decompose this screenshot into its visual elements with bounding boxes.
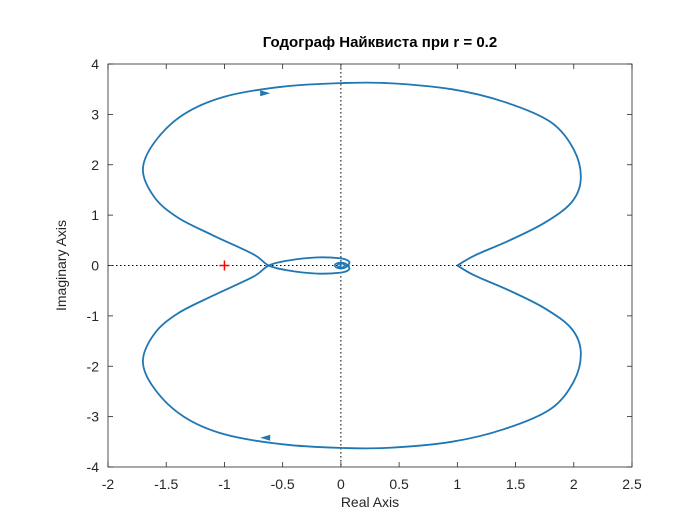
x-tick-label: 1 <box>453 476 461 492</box>
chart-title: Годограф Найквиста при r = 0.2 <box>263 34 497 51</box>
x-tick-label: -2 <box>102 476 115 492</box>
x-tick-label: -1 <box>218 476 231 492</box>
y-tick-label: -3 <box>87 409 100 425</box>
x-tick-label: 2.5 <box>622 476 642 492</box>
y-tick-group: -4 -3 -2 -1 0 1 2 3 4 <box>87 56 632 475</box>
direction-arrow-lower <box>260 434 271 441</box>
x-tick-label: 0.5 <box>389 476 409 492</box>
y-tick-label: -4 <box>87 459 100 475</box>
x-tick-label: 0 <box>337 476 345 492</box>
y-tick-label: -2 <box>87 358 100 374</box>
markers <box>219 260 230 271</box>
x-tick-label: -0.5 <box>271 476 295 492</box>
y-tick-label: 0 <box>91 258 99 274</box>
direction-arrow-upper <box>260 90 271 97</box>
nyquist-curves <box>141 81 582 450</box>
y-tick-label: 1 <box>91 207 99 223</box>
y-tick-label: 4 <box>91 56 99 72</box>
x-tick-group: -2 -1.5 -1 -0.5 0 0.5 1 1.5 2 2.5 <box>102 64 642 492</box>
x-tick-label: 1.5 <box>506 476 526 492</box>
x-tick-label: 2 <box>570 476 578 492</box>
y-tick-label: 3 <box>91 106 99 122</box>
nyquist-curve-negative-freq <box>141 256 582 450</box>
x-axis-label: Real Axis <box>341 494 399 510</box>
y-axis-label: Imaginary Axis <box>53 220 69 311</box>
x-tick-label: -1.5 <box>154 476 178 492</box>
y-tick-label: -1 <box>87 308 100 324</box>
nyquist-curve-positive-freq <box>141 81 582 275</box>
y-tick-label: 2 <box>91 157 99 173</box>
origin-spiral <box>334 261 348 270</box>
origin-spiral-inner <box>336 262 346 269</box>
